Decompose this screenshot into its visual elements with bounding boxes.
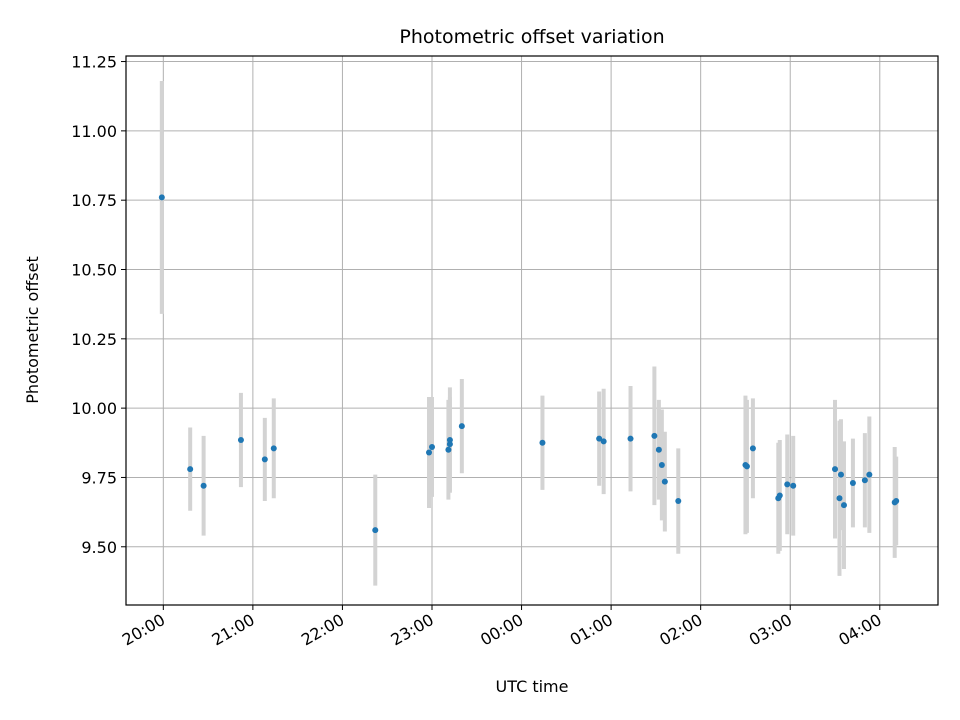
plot-area: [125, 55, 939, 606]
data-point: [445, 446, 452, 453]
data-point: [446, 437, 453, 444]
data-point: [428, 443, 435, 450]
data-point: [158, 194, 165, 201]
x-tick-label: 01:00: [567, 610, 616, 650]
y-tick-label: 9.50: [81, 538, 117, 557]
data-point: [187, 466, 194, 473]
x-tick-label: 21:00: [208, 610, 257, 650]
data-point: [790, 482, 797, 489]
x-axis: 20:00 21:00 22:00 23:00 00:00 01:00 02:00 03:00…: [119, 605, 885, 650]
y-tick-label: 11.00: [71, 122, 117, 141]
data-point: [743, 463, 750, 470]
data-point: [661, 478, 668, 485]
y-axis: 9.50 9.75 10.00 10.25 10.50 10.75 11.00 11.25: [71, 53, 126, 557]
x-tick-label: 04:00: [835, 610, 884, 650]
x-tick-label: 22:00: [298, 610, 347, 650]
data-point: [849, 480, 856, 486]
data-point: [836, 495, 843, 502]
chart-title: Photometric offset variation: [399, 26, 664, 48]
data-point: [651, 432, 658, 439]
data-point: [458, 423, 465, 430]
data-point: [426, 449, 433, 456]
x-tick-label: 20:00: [119, 610, 168, 650]
data-point: [446, 441, 453, 448]
data-point: [596, 435, 603, 442]
y-tick-label: 10.00: [71, 399, 117, 418]
data-point: [675, 498, 682, 505]
y-tick-label: 11.25: [71, 53, 117, 72]
y-tick-label: 10.50: [71, 261, 117, 280]
x-axis-label: UTC time: [496, 677, 569, 696]
y-tick-label: 10.75: [71, 191, 117, 210]
data-point: [200, 482, 207, 489]
data-point: [627, 435, 634, 442]
data-point: [658, 461, 665, 468]
x-tick-label: 00:00: [477, 610, 526, 650]
x-tick-label: 23:00: [388, 610, 437, 650]
data-point: [237, 437, 244, 444]
data-point: [261, 456, 268, 463]
data-point: [749, 445, 756, 452]
data-point: [776, 492, 783, 499]
data-point: [655, 446, 662, 453]
x-tick-label: 02:00: [656, 610, 705, 650]
data-point: [832, 466, 839, 473]
data-point: [600, 438, 607, 445]
y-tick-label: 9.75: [81, 468, 117, 487]
data-point: [539, 439, 546, 446]
error-bars: [159, 80, 899, 586]
data-point: [784, 481, 791, 488]
data-point: [837, 471, 844, 478]
y-tick-label: 10.25: [71, 330, 117, 349]
data-point: [893, 498, 900, 505]
grid-lines: [126, 56, 938, 605]
data-point: [840, 502, 847, 509]
data-point: [270, 445, 277, 452]
y-axis-label: Photometric offset: [23, 256, 42, 404]
data-points: [158, 194, 900, 534]
data-point: [372, 527, 379, 534]
data-point: [866, 471, 873, 478]
x-tick-label: 03:00: [746, 610, 795, 650]
data-point: [861, 477, 868, 484]
